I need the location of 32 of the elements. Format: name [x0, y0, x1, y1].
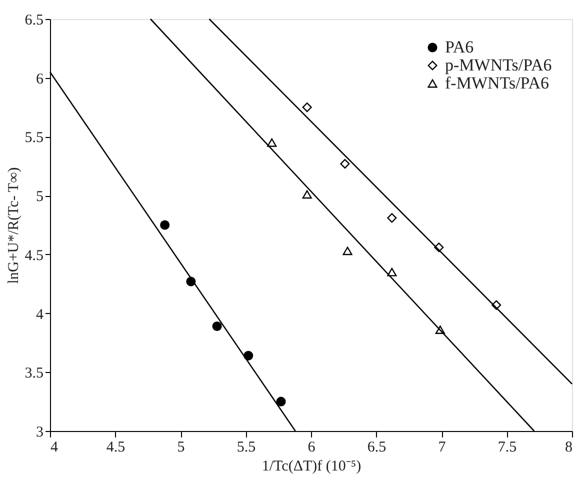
- point: [160, 220, 170, 230]
- x-tick-label: 8: [565, 440, 572, 456]
- y-axis-title: lnG+U*/R(Tc- T∞): [6, 167, 22, 284]
- y-tick-label: 6.5: [24, 12, 44, 28]
- x-tick-label: 5.5: [236, 440, 256, 456]
- y-tick-label: 5: [36, 189, 44, 206]
- x-tick-label: 7.5: [498, 440, 517, 456]
- y-tick-label: 6: [36, 71, 44, 88]
- x-tick-label: 6.5: [367, 440, 386, 456]
- y-tick-label: 5.5: [24, 130, 44, 146]
- point: [340, 159, 350, 169]
- point: [302, 190, 312, 199]
- legend-label: f-MWNTs/PA6: [445, 74, 549, 92]
- legend-label: p-MWNTs/PA6: [445, 56, 552, 74]
- y-tick-label: 3: [36, 424, 44, 440]
- x-axis-title: 1/Tc(ΔT)f (10⁻⁵): [262, 458, 362, 474]
- y-tick-label: 4.5: [24, 248, 44, 264]
- point: [342, 246, 352, 256]
- x-tick-label: 4.5: [106, 440, 126, 456]
- x-tick-label: 5: [177, 440, 185, 456]
- point: [387, 268, 397, 276]
- point: [212, 321, 222, 332]
- x-tick-label: 7: [438, 440, 446, 456]
- y-tick-label: 4: [36, 306, 44, 323]
- point: [302, 102, 312, 112]
- point: [267, 138, 277, 147]
- y-tick-label: 3.5: [24, 366, 44, 382]
- point: [387, 213, 397, 223]
- x-tick-label: 4: [50, 440, 58, 456]
- point: [276, 396, 286, 406]
- legend-label: PA6: [445, 38, 474, 56]
- x-tick-label: 6: [308, 440, 316, 456]
